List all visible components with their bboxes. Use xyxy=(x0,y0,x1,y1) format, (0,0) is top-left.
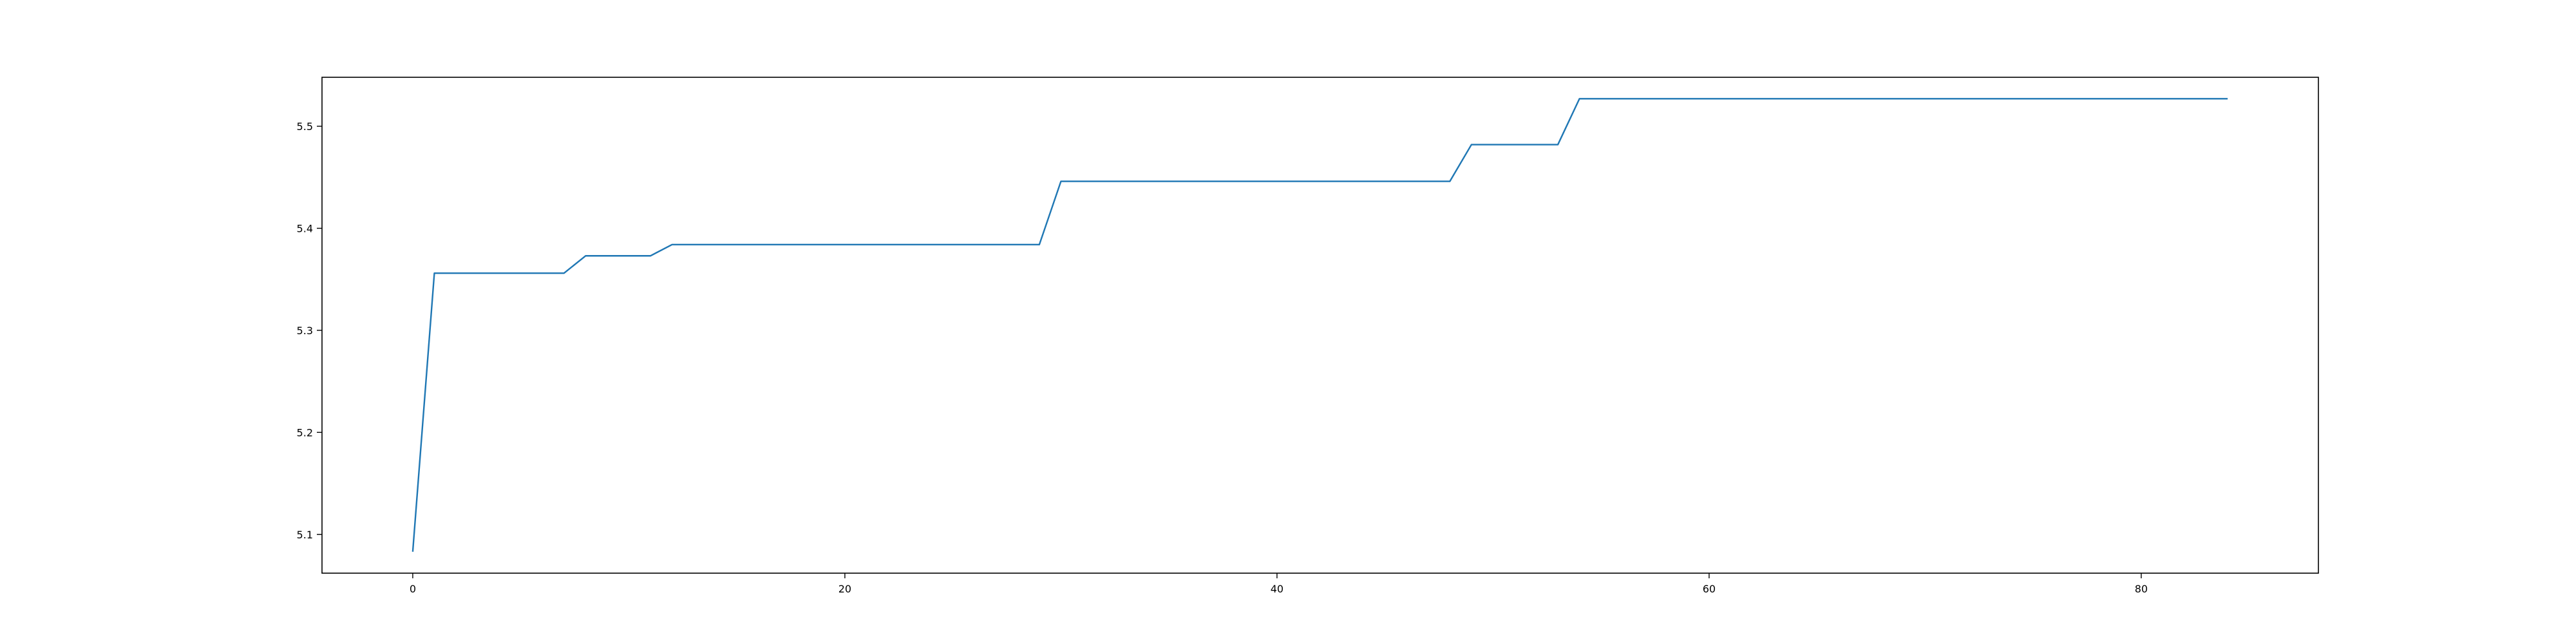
series-line xyxy=(412,98,2228,552)
x-tick-label: 40 xyxy=(1271,583,1283,595)
x-tick-label: 0 xyxy=(410,583,416,595)
x-tick-label: 20 xyxy=(838,583,851,595)
y-tick-label: 5.2 xyxy=(297,426,313,439)
y-tick-label: 5.4 xyxy=(297,222,313,234)
y-tick-label: 5.3 xyxy=(297,325,313,337)
series-layer xyxy=(412,98,2228,552)
ticks-layer: 0 20 40 60 80 5.1 5.2 5.3 5.4 5.5 xyxy=(297,120,2148,595)
x-tick-label: 60 xyxy=(1703,583,1716,595)
plot-area-background xyxy=(322,77,2318,573)
y-tick-label: 5.5 xyxy=(297,120,313,133)
x-tick-label: 80 xyxy=(2135,583,2148,595)
y-tick-label: 5.1 xyxy=(297,529,313,541)
plot-frame xyxy=(321,77,2319,574)
